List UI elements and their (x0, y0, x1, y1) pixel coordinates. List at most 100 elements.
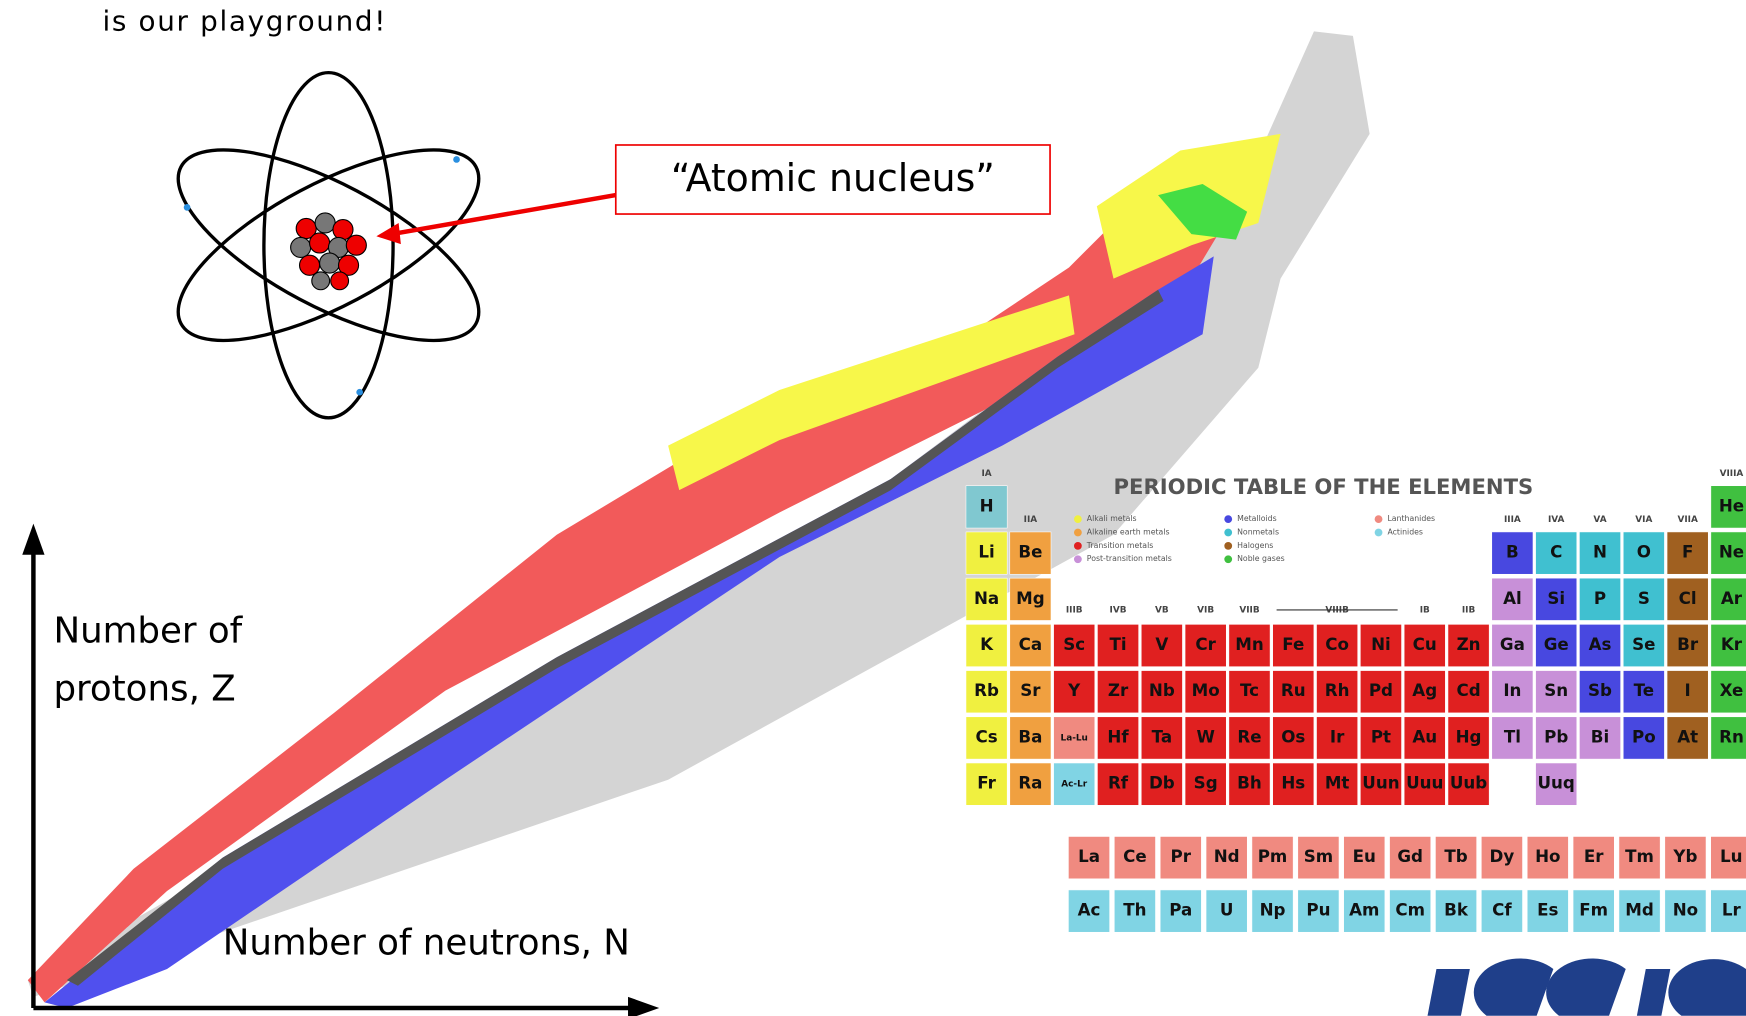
element-symbol: Tc (1240, 680, 1259, 700)
element-symbol: Kr (1721, 634, 1743, 654)
element-symbol: Pr (1171, 846, 1192, 866)
element-symbol: Cf (1492, 900, 1512, 920)
x-axis-label: Number of neutrons, N (223, 922, 630, 963)
element-symbol: Rn (1719, 726, 1744, 746)
element-symbol: Bi (1591, 726, 1609, 746)
element-symbol: Ru (1281, 680, 1306, 700)
legend-label: Halogens (1237, 541, 1273, 550)
element-symbol: Bh (1237, 773, 1262, 793)
element-symbol: Ne (1719, 542, 1744, 562)
element-symbol: Se (1632, 634, 1655, 654)
element-symbol: Pb (1544, 726, 1568, 746)
element-symbol: Al (1503, 588, 1522, 608)
element-symbol: Sn (1544, 680, 1568, 700)
element-symbol: Hs (1281, 773, 1305, 793)
element-symbol: Po (1632, 726, 1656, 746)
element-symbol: Tb (1444, 846, 1467, 866)
legend-swatch (1224, 542, 1232, 550)
element-symbol: Cm (1395, 900, 1425, 920)
element-symbol: Ce (1123, 846, 1147, 866)
element-symbol: F (1682, 542, 1693, 562)
element-symbol: Ar (1721, 588, 1743, 608)
legend-label: Post-transition metals (1087, 554, 1172, 563)
element-symbol: Mg (1016, 588, 1045, 608)
element-symbol: Ra (1018, 773, 1042, 793)
legend-label: Noble gases (1237, 554, 1285, 563)
element-symbol: Ir (1330, 726, 1345, 746)
group-label: IIB (1462, 605, 1476, 615)
element-symbol: Ge (1544, 634, 1569, 654)
y-axis-label-line2: protons, Z (53, 669, 235, 710)
legend-swatch (1224, 515, 1232, 523)
legend-swatch (1074, 542, 1082, 550)
element-symbol: Au (1412, 726, 1437, 746)
element-symbol: K (980, 634, 994, 654)
element-symbol: Uun (1362, 773, 1399, 793)
group-label: IVA (1548, 515, 1565, 525)
element-symbol: Sm (1304, 846, 1333, 866)
element-symbol: I (1685, 680, 1691, 700)
element-symbol: Fr (977, 773, 996, 793)
element-symbol: O (1637, 542, 1651, 562)
element-symbol: In (1503, 680, 1521, 700)
element-symbol: No (1673, 900, 1698, 920)
group-label: VA (1593, 515, 1606, 525)
element-symbol: Ti (1109, 634, 1126, 654)
element-symbol: Es (1537, 900, 1558, 920)
element-symbol: La (1078, 846, 1100, 866)
group-label: VIB (1197, 605, 1214, 615)
legend-label: Lanthanides (1387, 514, 1435, 523)
element-symbol: Sg (1194, 773, 1218, 793)
element-symbol: Uuu (1406, 773, 1443, 793)
legend-label: Transition metals (1086, 541, 1154, 550)
element-symbol: Np (1260, 900, 1286, 920)
legend-swatch (1375, 515, 1383, 523)
legend-label: Metalloids (1237, 514, 1277, 523)
callout-text: “Atomic nucleus” (671, 156, 995, 200)
legend-label: Alkaline earth metals (1087, 527, 1170, 536)
element-symbol: Pa (1169, 900, 1192, 920)
element-symbol: Os (1281, 726, 1305, 746)
element-symbol: Pt (1371, 726, 1391, 746)
callout-arrowhead (376, 223, 400, 244)
element-symbol: Na (974, 588, 999, 608)
element-symbol: Db (1149, 773, 1175, 793)
element-symbol: Be (1018, 542, 1042, 562)
nucleus (291, 213, 367, 290)
element-symbol: Fe (1282, 634, 1304, 654)
element-symbol: Rh (1325, 680, 1350, 700)
group-label: IVB (1110, 605, 1127, 615)
element-symbol: U (1220, 900, 1234, 920)
element-symbol: Nd (1214, 846, 1240, 866)
legend-label: Nonmetals (1237, 527, 1279, 536)
element-symbol: Br (1677, 634, 1699, 654)
element-symbol: C (1550, 542, 1562, 562)
group-label: IIIA (1504, 515, 1521, 525)
group-label: IA (981, 469, 991, 479)
element-symbol: Zr (1108, 680, 1129, 700)
element-symbol: Ag (1412, 680, 1437, 700)
element-symbol: Mt (1325, 773, 1350, 793)
element-symbol: As (1589, 634, 1612, 654)
element-symbol: Uuq (1538, 773, 1575, 793)
element-symbol: Bk (1444, 900, 1469, 920)
element-symbol: Xe (1720, 680, 1744, 700)
element-symbol: Lr (1722, 900, 1742, 920)
element-symbol: Nb (1149, 680, 1175, 700)
element-symbol: Lu (1720, 846, 1743, 866)
element-symbol: Sc (1063, 634, 1085, 654)
legend-label: Actinides (1387, 527, 1423, 536)
legend-swatch (1074, 555, 1082, 563)
y-axis-label-line1: Number of (53, 611, 243, 652)
element-symbol: Pm (1258, 846, 1288, 866)
element-symbol: Er (1584, 846, 1604, 866)
periodic-title: PERIODIC TABLE OF THE ELEMENTS (1114, 474, 1534, 499)
element-symbol: Tm (1625, 846, 1654, 866)
element-symbol: Ba (1018, 726, 1042, 746)
element-symbol: Cr (1195, 634, 1216, 654)
legend-swatch (1074, 529, 1082, 537)
element-symbol: Dy (1490, 846, 1515, 866)
element-symbol: W (1196, 726, 1214, 746)
group-label: IIA (1024, 515, 1038, 525)
element-symbol: Cd (1456, 680, 1480, 700)
